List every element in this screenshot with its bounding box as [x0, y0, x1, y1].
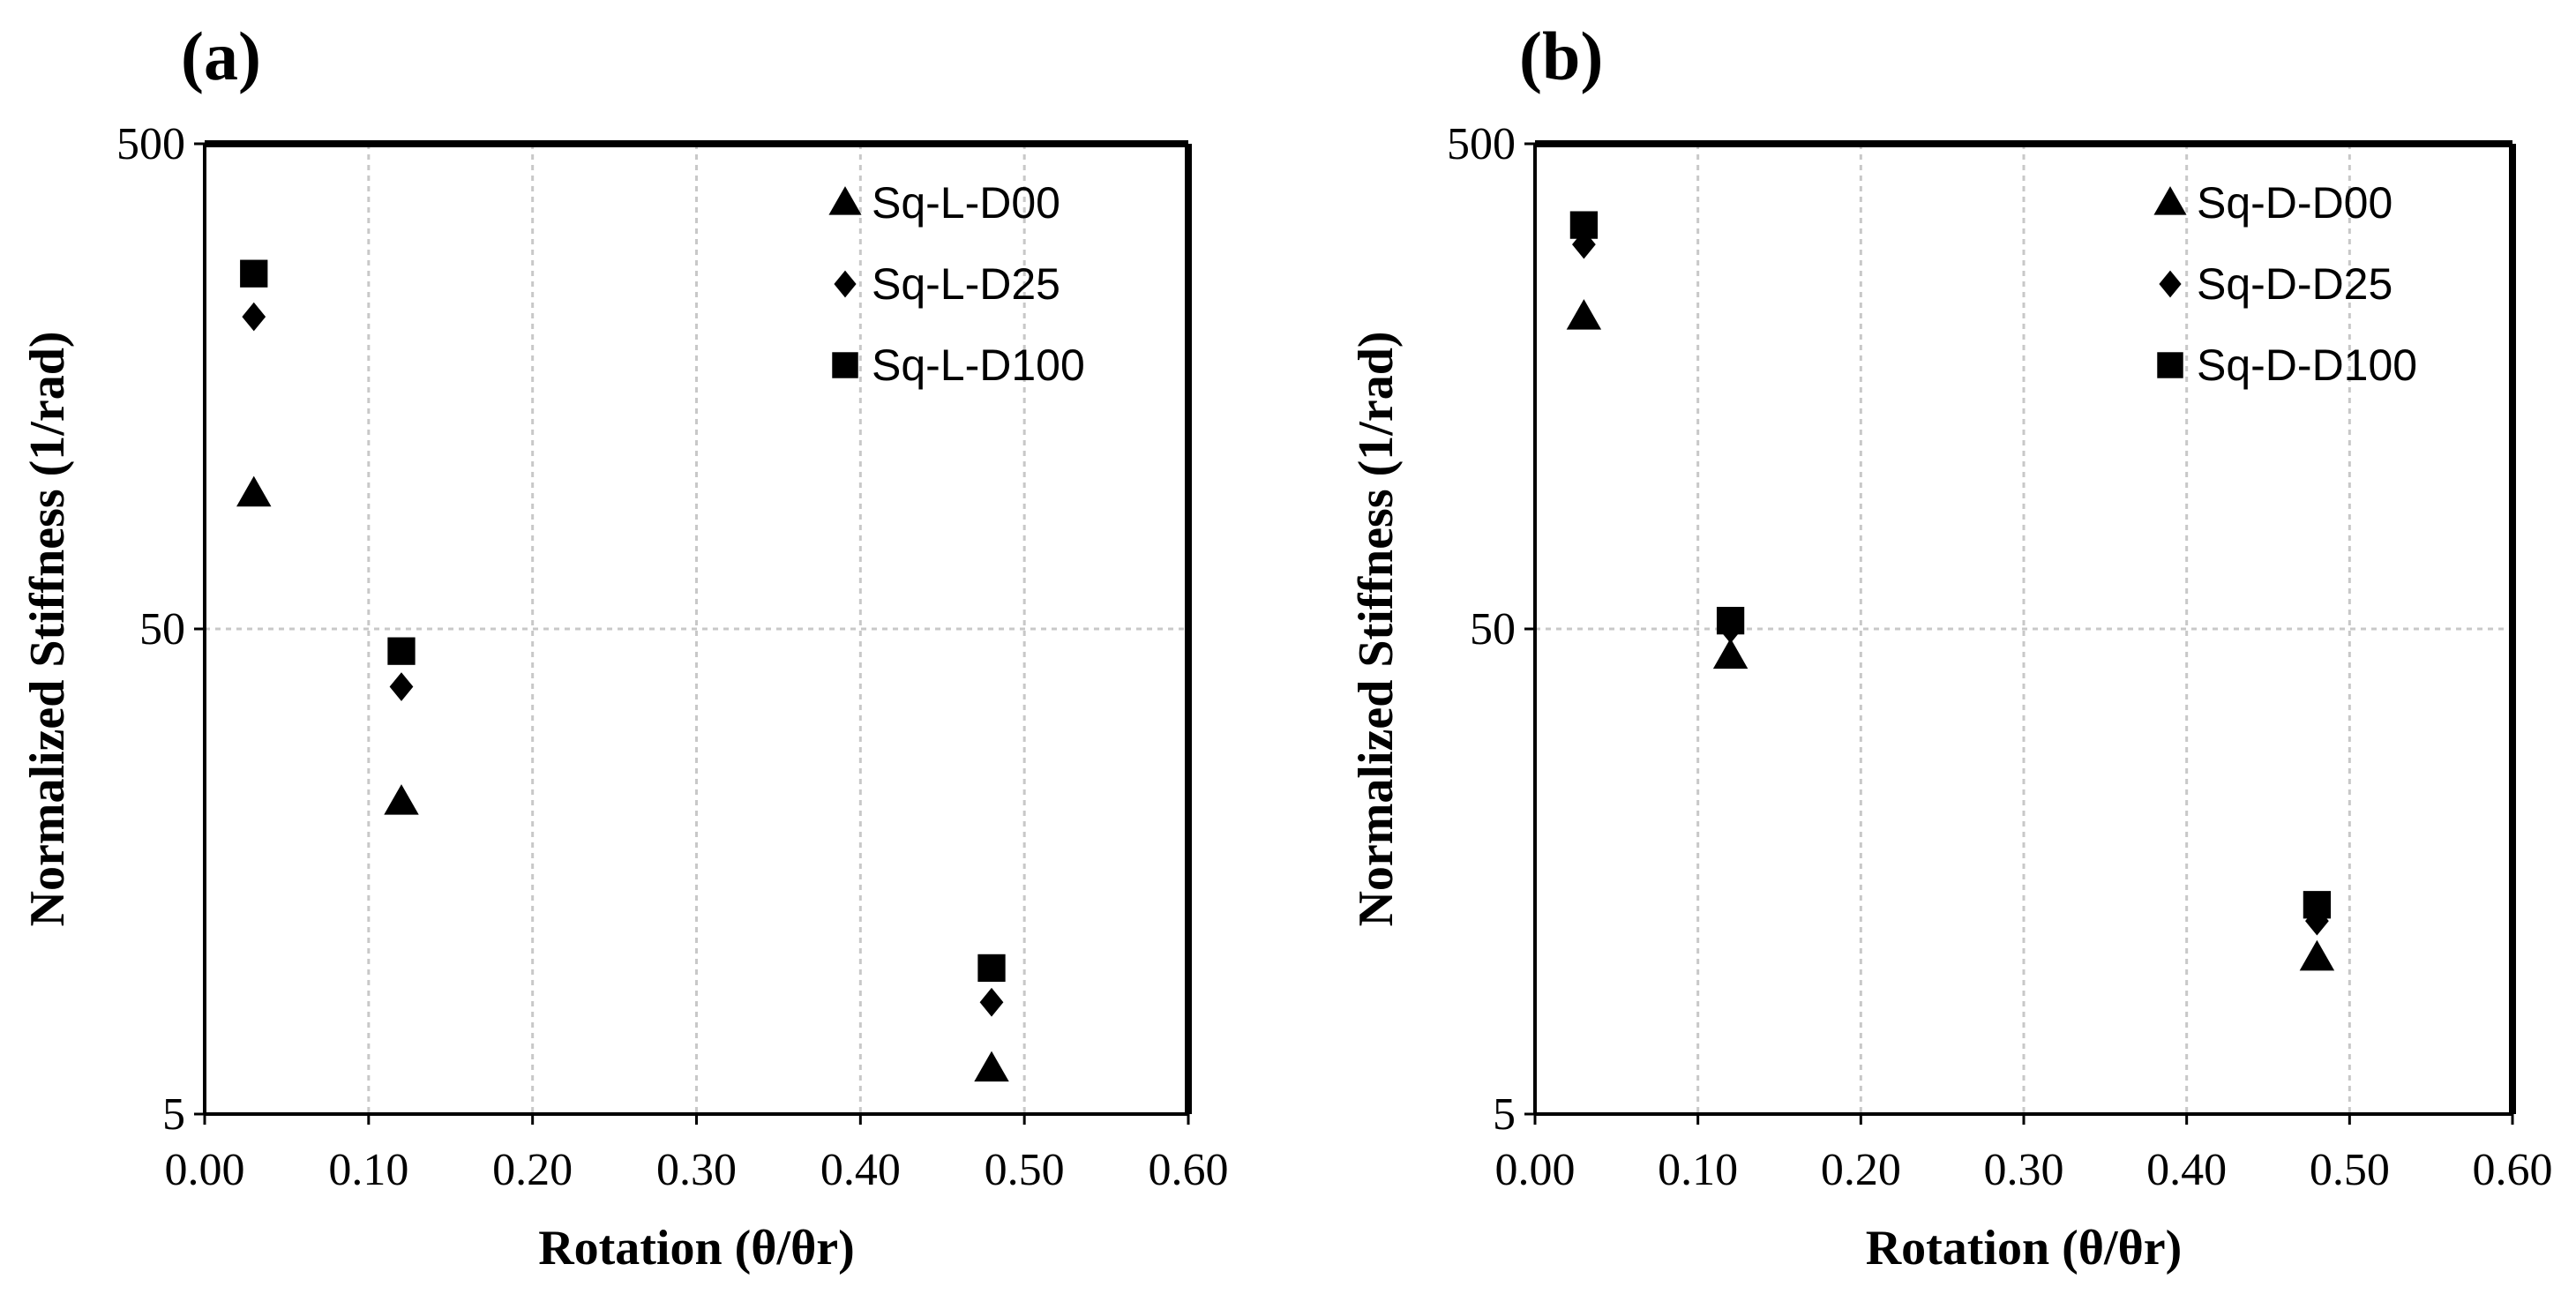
data-point-sq-l-d00 — [384, 784, 419, 815]
data-point-sq-l-d25 — [979, 987, 1004, 1017]
y-tick-label: 500 — [116, 119, 185, 169]
x-tick-label: 0.00 — [165, 1145, 245, 1195]
x-tick-label: 0.40 — [2146, 1145, 2227, 1195]
y-tick-label: 50 — [1470, 604, 1516, 654]
data-point-sq-l-d25 — [242, 302, 266, 332]
legend-marker-sq-l-d100 — [832, 352, 858, 378]
x-tick-label: 0.60 — [1149, 1145, 1229, 1195]
y-axis-title: Normalized Stiffness (1/rad) — [20, 331, 75, 926]
data-point-sq-d-d100 — [1716, 606, 1745, 635]
data-point-sq-d-d00 — [2299, 939, 2335, 971]
x-axis-title: Rotation (θ/θr) — [538, 1221, 855, 1275]
x-tick-label: 0.50 — [2310, 1145, 2390, 1195]
y-tick-label: 5 — [162, 1089, 185, 1140]
data-point-sq-l-d100 — [240, 259, 268, 288]
legend-label: Sq-L-D00 — [872, 178, 1060, 228]
chart-panel-b: 5 50 500 0.00 0.10 0.20 0.30 0.40 0.50 0.60 (b) Rot… — [1349, 18, 2553, 1275]
x-tick-label: 0.60 — [2473, 1145, 2553, 1195]
y-axis-title: Normalized Stiffness (1/rad) — [1349, 331, 1404, 926]
legend-label: Sq-L-D100 — [872, 340, 1085, 390]
panel-label: (a) — [181, 18, 261, 94]
y-tick-label: 500 — [1447, 119, 1516, 169]
legend-marker-sq-l-d00 — [828, 186, 862, 215]
data-point-sq-d-d00 — [1566, 299, 1602, 330]
x-tick-label: 0.20 — [492, 1145, 573, 1195]
data-point-sq-l-d25 — [389, 672, 414, 701]
x-axis-title: Rotation (θ/θr) — [1866, 1221, 2183, 1275]
data-point-sq-d-d00 — [1712, 638, 1749, 669]
x-tick-label: 0.50 — [985, 1145, 1065, 1195]
chart-panel-a: 5 50 500 0.00 0.10 0.20 0.30 0.40 0.50 0.60 (a) Rot… — [20, 18, 1229, 1275]
legend-label: Sq-D-D00 — [2197, 178, 2393, 228]
legend-label: Sq-D-D25 — [2197, 259, 2393, 309]
x-tick-label: 0.10 — [328, 1145, 408, 1195]
panel-label: (b) — [1519, 18, 1603, 94]
legend-marker-sq-l-d25 — [834, 270, 857, 298]
y-tick-label: 5 — [1493, 1089, 1516, 1140]
data-point-sq-d-d100 — [1569, 211, 1599, 239]
y-tick-label: 50 — [139, 604, 185, 654]
data-point-sq-l-d00 — [236, 475, 272, 507]
x-tick-label: 0.30 — [656, 1145, 737, 1195]
data-point-sq-d-d100 — [2303, 891, 2332, 919]
legend-label: Sq-L-D25 — [872, 259, 1060, 309]
data-point-sq-l-d100 — [387, 637, 416, 665]
x-tick-label: 0.00 — [1495, 1145, 1576, 1195]
legend-label: Sq-D-D100 — [2197, 340, 2417, 390]
x-tick-label: 0.30 — [1984, 1145, 2064, 1195]
data-point-sq-l-d100 — [977, 954, 1006, 983]
x-tick-label: 0.10 — [1658, 1145, 1738, 1195]
legend-marker-sq-d-d25 — [2159, 270, 2182, 298]
x-tick-label: 0.20 — [1821, 1145, 1901, 1195]
x-tick-label: 0.40 — [820, 1145, 901, 1195]
data-point-sq-l-d00 — [974, 1051, 1009, 1082]
legend-marker-sq-d-d100 — [2157, 352, 2183, 378]
legend-marker-sq-d-d00 — [2153, 186, 2187, 215]
